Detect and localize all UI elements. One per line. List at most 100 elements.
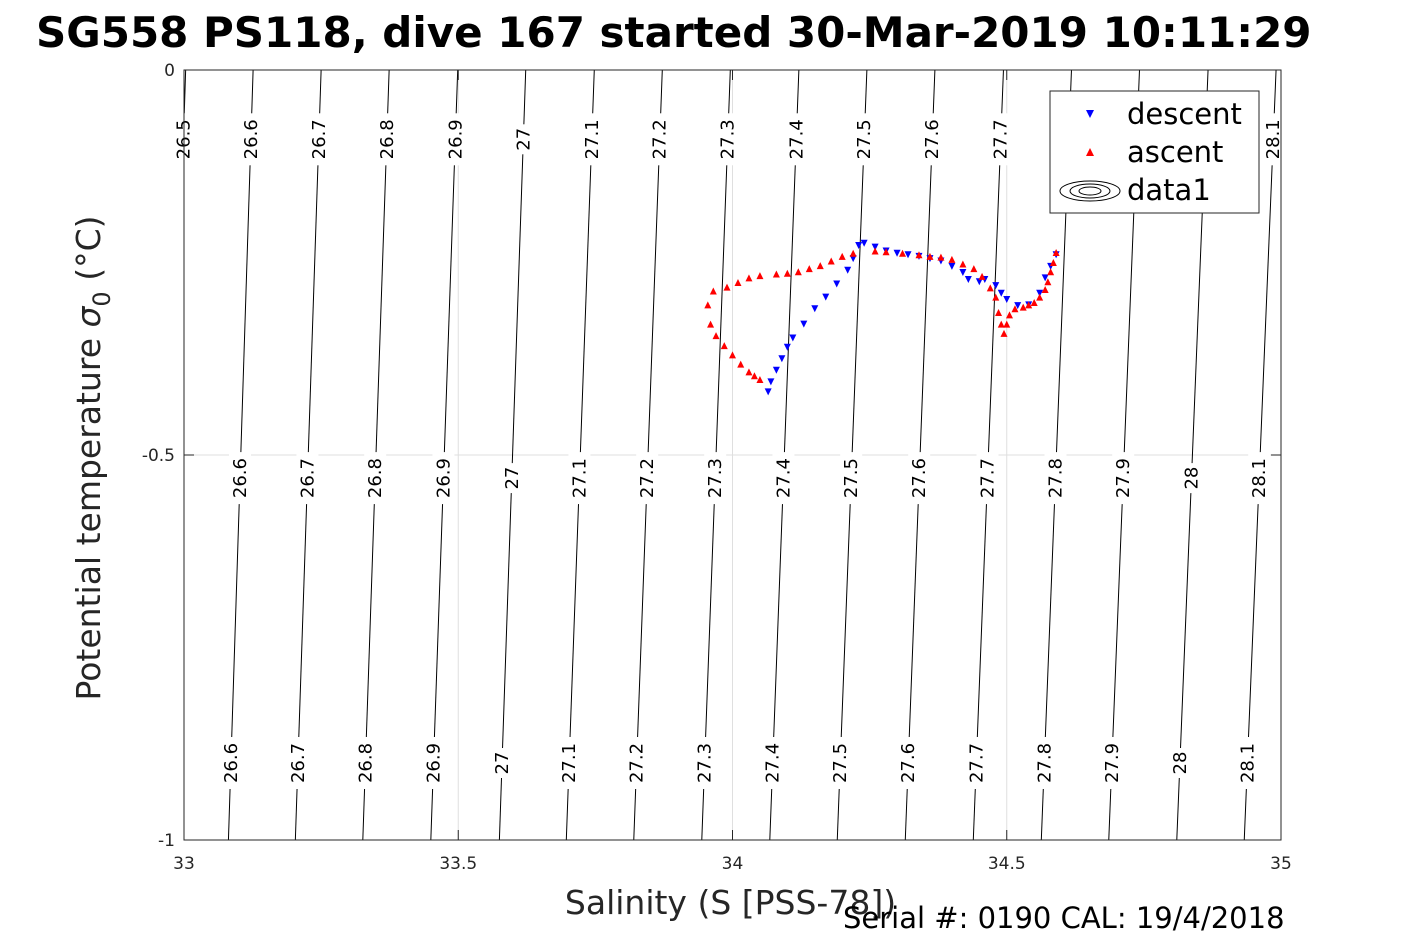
x-tick-label: 34 <box>722 854 744 874</box>
isopycnal-label: 27 <box>512 124 535 155</box>
isopycnal-label: 27.4 <box>761 737 784 789</box>
isopycnal-label: 28 <box>1168 748 1191 778</box>
isopycnal-label: 27.8 <box>1044 452 1067 505</box>
isopycnal-label-bg <box>286 737 309 789</box>
isopycnal-label-bg <box>229 452 252 505</box>
isopycnal-label-bg <box>908 452 931 505</box>
isopycnal-label-bg <box>1100 737 1123 789</box>
isopycnal-label-text: 27.4 <box>773 458 794 498</box>
ascent-point <box>816 262 824 270</box>
legend-marker-ascent <box>1086 148 1094 156</box>
ascent-point <box>997 320 1005 328</box>
isopycnal-label-text: 28 <box>1181 467 1202 490</box>
isopycnal-label-bg <box>716 113 739 166</box>
isopycnal-label: 26.8 <box>375 113 398 166</box>
descent-point <box>871 243 879 251</box>
isopycnal-label: 26.5 <box>172 113 195 166</box>
isopycnal-label-bg <box>307 113 330 166</box>
ascent-point <box>995 309 1003 317</box>
isopycnal-label-text: 27.1 <box>582 119 603 159</box>
isopycnal-label-text: 27.3 <box>718 119 739 159</box>
ascent-point <box>1025 301 1033 309</box>
isopycnal-label-text: 27.7 <box>977 458 998 498</box>
isopycnal-label-bg <box>558 737 581 789</box>
descent-point <box>800 320 808 328</box>
isopycnal-label: 27.6 <box>921 113 944 166</box>
isopycnal-label-text: 26.8 <box>355 743 376 783</box>
descent-point <box>783 343 791 351</box>
y-tick-label: 0 <box>164 61 175 81</box>
isopycnal-label-bg <box>444 113 467 166</box>
isopycnal-label: 26.6 <box>219 737 242 789</box>
isopycnal-label: 27.2 <box>648 113 671 166</box>
legend-label-ascent: ascent <box>1127 135 1223 169</box>
ascent-point <box>899 249 907 257</box>
descent-point <box>844 266 852 274</box>
isopycnal-label: 28 <box>1180 463 1203 494</box>
isopycnal-label-text: 27.9 <box>1113 458 1134 498</box>
descent-point <box>855 242 863 250</box>
isopycnal-label-bg <box>432 452 455 505</box>
descent-point <box>904 251 912 259</box>
isopycnal-label-text: 27.3 <box>695 743 716 783</box>
isopycnal-label: 27.3 <box>704 452 727 505</box>
isopycnal-label: 26.7 <box>296 452 319 505</box>
ascent-point <box>882 248 890 256</box>
isopycnal-label: 26.9 <box>444 113 467 166</box>
ascent-point <box>709 287 717 295</box>
isopycnal-label: 26.7 <box>307 113 330 166</box>
series-ascent <box>704 247 1060 384</box>
isopycnal-label-bg <box>761 737 784 789</box>
isopycnal-label-text: 26.6 <box>230 458 251 498</box>
ascent-point <box>978 272 986 280</box>
isopycnal-label-bg <box>1168 748 1191 778</box>
isopycnal-label-text: 27.6 <box>898 743 919 783</box>
descent-point <box>1036 289 1044 297</box>
ascent-point <box>729 351 736 359</box>
descent-point <box>948 262 956 270</box>
ascent-point <box>992 293 1000 301</box>
ascent-point <box>871 247 879 255</box>
legend: descent ascent data1 <box>1049 90 1260 214</box>
isopycnal-label-text: 27.5 <box>841 458 862 498</box>
isopycnal-label-text: 26.8 <box>377 119 398 159</box>
series-descent <box>764 239 1060 396</box>
ascent-point <box>707 320 715 328</box>
ascent-point <box>926 252 934 260</box>
isopycnal-label-text: 27.5 <box>830 743 851 783</box>
isopycnal-label-bg <box>375 113 398 166</box>
legend-contour-symbol <box>1069 183 1111 199</box>
isopycnal-label: 27.6 <box>908 452 931 505</box>
isopycnal-label-bg <box>965 737 988 789</box>
y-tick-label: -1 <box>158 831 175 851</box>
isopycnal-label: 27.8 <box>1033 737 1056 789</box>
isopycnal-label: 26.8 <box>354 737 377 789</box>
descent-point <box>1003 295 1011 303</box>
isopycnal-label-bg <box>1033 737 1056 789</box>
isopycnal-label-text: 27 <box>502 467 523 490</box>
isopycnal-label-text: 28.1 <box>1237 743 1258 783</box>
isopycnal-label-text: 27.6 <box>922 119 943 159</box>
isopycnal-label: 27 <box>491 748 514 778</box>
descent-point <box>772 366 780 374</box>
isopycnal-label-bg <box>1248 452 1271 505</box>
ascent-point <box>1047 268 1055 276</box>
isopycnal-label: 27.2 <box>636 452 659 505</box>
isopycnal-label-bg <box>219 737 242 789</box>
ascent-point <box>783 269 791 277</box>
ascent-point <box>959 260 967 268</box>
isopycnal-label-text: 26.7 <box>309 119 330 159</box>
descent-point <box>964 275 972 283</box>
ascent-point <box>1019 303 1027 311</box>
isopycnal-label: 26.6 <box>229 452 252 505</box>
isopycnal-label-text: 26.9 <box>433 458 454 498</box>
isopycnal-label-text: 27.7 <box>966 743 987 783</box>
isopycnal-label-text: 27.1 <box>569 458 590 498</box>
data-series <box>704 239 1060 396</box>
ascent-point <box>827 257 835 265</box>
isopycnal-label: 27.9 <box>1100 737 1123 789</box>
isopycnal-label-bg <box>693 737 716 789</box>
isopycnal-label-text: 27.3 <box>705 458 726 498</box>
isopycnal-label-text: 27.7 <box>991 119 1012 159</box>
isopycnal-label: 27.1 <box>568 452 591 505</box>
